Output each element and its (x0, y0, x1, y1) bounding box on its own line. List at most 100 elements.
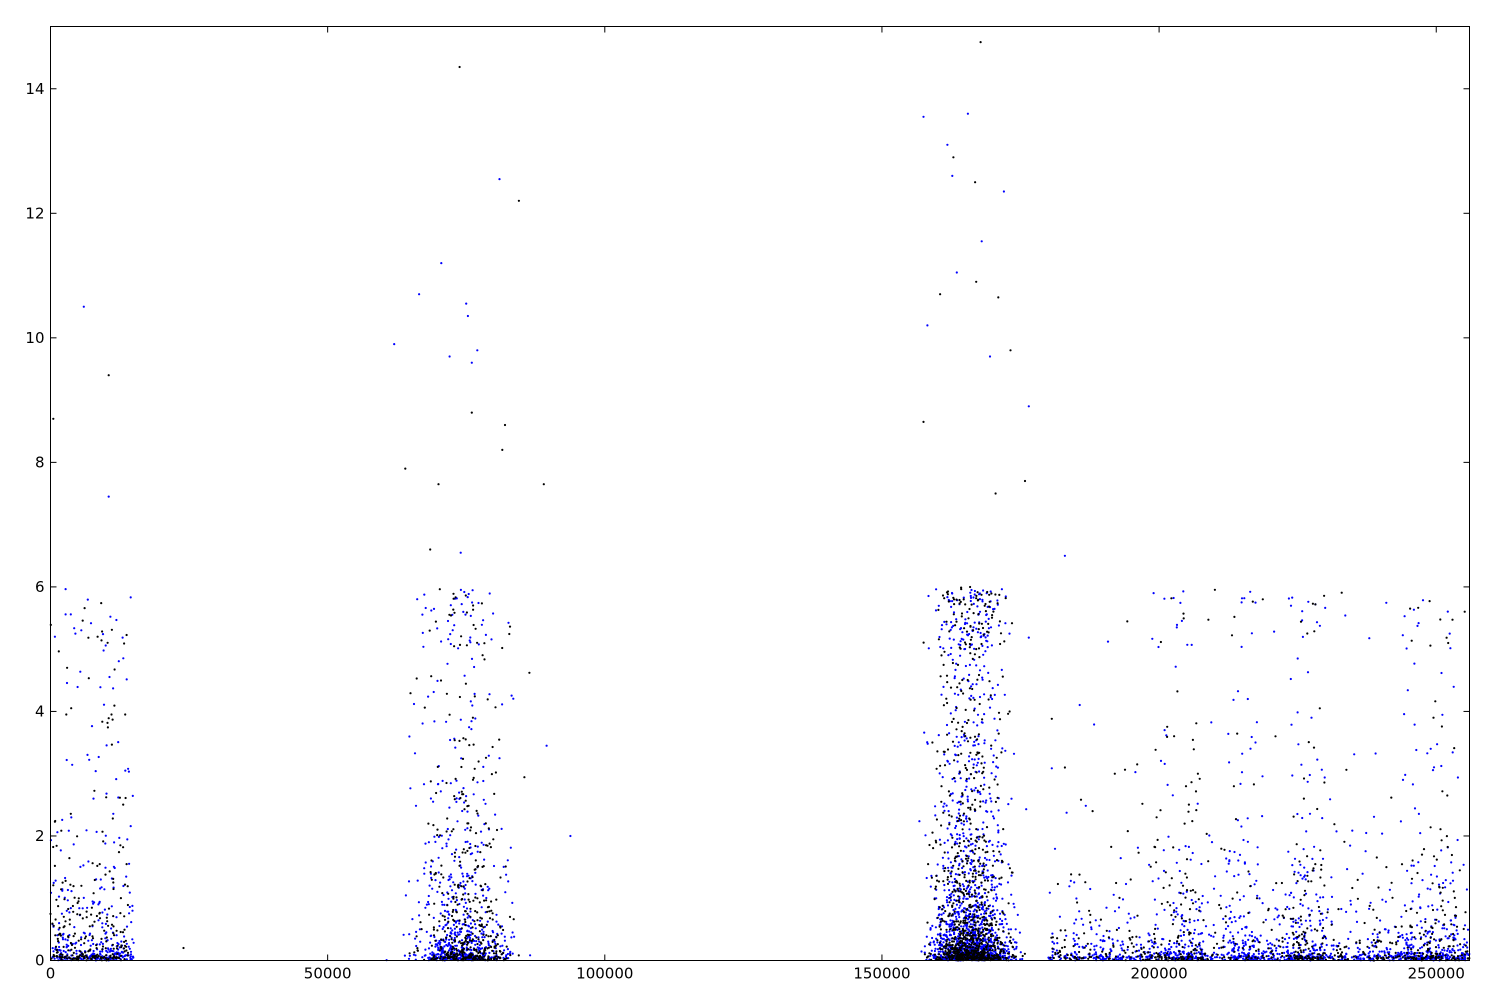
point-series-2 (78, 954, 82, 957)
point-series-1 (1332, 944, 1335, 947)
point-series-1 (1371, 950, 1375, 953)
point-series-2 (112, 887, 115, 891)
point-series-2 (68, 956, 71, 959)
point-series-1 (115, 778, 118, 781)
point-series-1 (955, 662, 958, 665)
point-series-1 (970, 788, 973, 791)
point-series-1 (948, 821, 951, 824)
point-series-1 (432, 800, 435, 803)
point-series-2 (69, 812, 72, 815)
point-series-1 (977, 893, 980, 896)
point-series-1 (954, 668, 957, 672)
point-series-1 (1397, 931, 1400, 934)
point-series-1 (1176, 913, 1179, 916)
point-series-1 (465, 875, 469, 878)
point-series-2 (984, 840, 988, 843)
point-series-1 (447, 949, 451, 952)
point-series-1 (110, 927, 113, 930)
point-series-1 (1371, 957, 1375, 960)
point-series-2 (946, 953, 949, 956)
point-series-1 (958, 833, 961, 837)
point-series-2 (957, 920, 960, 923)
point-series-1 (1431, 769, 1435, 772)
point-series-1 (453, 859, 456, 862)
point-series-1 (1400, 915, 1403, 918)
point-series-2 (956, 686, 959, 689)
point-series-1 (427, 956, 430, 960)
point-series-1 (117, 660, 120, 663)
point-series-1 (464, 828, 467, 831)
point-series-2 (489, 846, 492, 849)
point-series-1 (1010, 893, 1013, 896)
point-series-1 (432, 690, 435, 694)
point-series-1 (450, 853, 454, 856)
point-series-2 (450, 952, 453, 955)
point-series-2 (112, 925, 115, 928)
point-series-2 (98, 917, 102, 920)
point-series-1 (987, 671, 990, 675)
point-series-2 (462, 885, 465, 888)
point-series-1 (962, 823, 966, 826)
point-series-1 (976, 713, 980, 716)
point-series-2 (464, 682, 467, 685)
point-series-1 (1103, 939, 1106, 943)
point-series-1 (1461, 952, 1464, 955)
point-series-1 (1297, 871, 1300, 874)
point-series-2 (935, 818, 939, 821)
point-series-1 (424, 906, 427, 909)
point-series-1 (1330, 876, 1333, 879)
point-series-1 (929, 885, 932, 888)
point-series-1 (998, 923, 1001, 926)
point-series-2 (68, 857, 71, 860)
point-series-1 (128, 947, 131, 950)
point-series-1 (977, 757, 980, 761)
point-series-1 (125, 942, 128, 945)
point-series-1 (1002, 926, 1005, 929)
point-series-2 (955, 706, 958, 710)
point-series-1 (1078, 703, 1081, 707)
point-series-1 (466, 929, 469, 932)
point-series-1 (427, 900, 430, 904)
point-series-1 (1090, 928, 1093, 931)
point-series-2 (508, 915, 512, 919)
point-series-1 (1237, 957, 1240, 960)
point-series-1 (964, 664, 968, 668)
point-series-2 (126, 954, 129, 957)
point-series-1 (1103, 958, 1106, 961)
point-series-1 (952, 624, 955, 628)
point-series-2 (119, 954, 123, 957)
point-series-1 (990, 800, 993, 803)
point-series-1 (978, 865, 981, 868)
point-series-1 (1302, 848, 1305, 851)
point-series-1 (440, 834, 443, 837)
point-series-2 (981, 848, 985, 851)
point-series-1 (494, 942, 497, 945)
point-series-1 (955, 271, 958, 274)
point-series-1 (1229, 917, 1232, 920)
point-series-1 (1163, 597, 1166, 600)
point-series-2 (81, 619, 84, 622)
point-series-1 (1169, 951, 1172, 954)
point-series-1 (962, 832, 965, 835)
point-series-1 (82, 305, 85, 308)
point-series-2 (72, 935, 75, 938)
point-series-1 (477, 814, 480, 817)
point-series-2 (63, 956, 66, 959)
point-series-1 (483, 936, 486, 939)
point-series-1 (1252, 953, 1255, 956)
point-series-1 (441, 847, 444, 850)
point-series-1 (104, 932, 107, 935)
point-series-1 (989, 696, 992, 699)
point-series-1 (437, 941, 440, 945)
point-series-1 (949, 712, 952, 715)
point-series-2 (66, 957, 69, 960)
point-series-1 (962, 925, 965, 928)
point-series-1 (1293, 857, 1297, 860)
point-series-2 (934, 885, 938, 888)
point-series-1 (1335, 830, 1338, 833)
point-series-1 (445, 938, 448, 941)
point-series-1 (1224, 927, 1227, 931)
point-series-1 (958, 864, 961, 867)
point-series-1 (1261, 775, 1264, 778)
point-series-1 (1296, 921, 1300, 924)
